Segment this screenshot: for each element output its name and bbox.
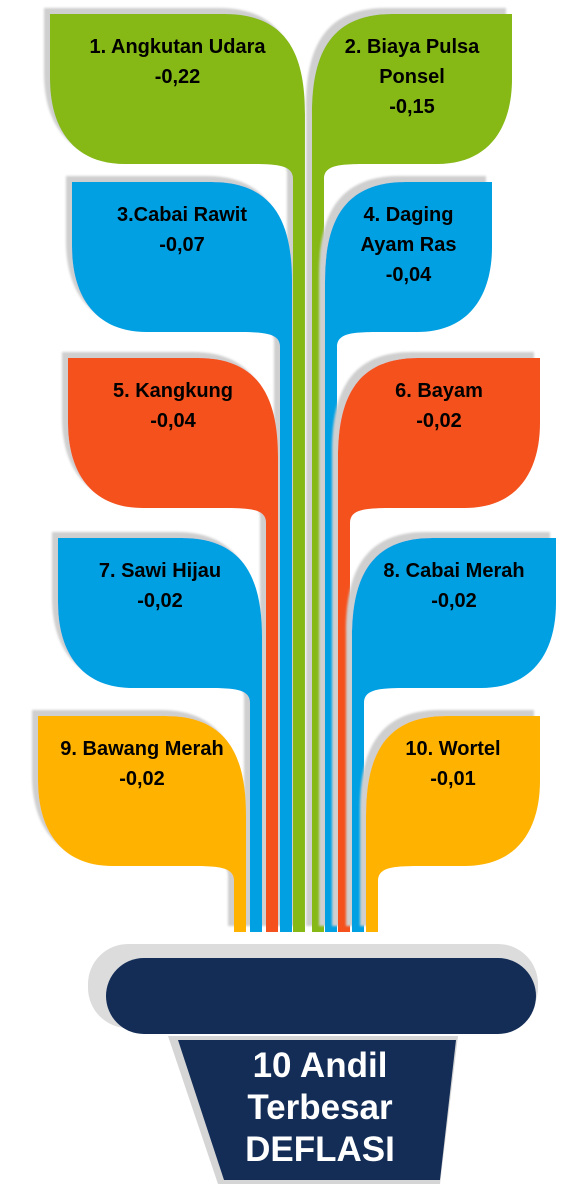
item-label: 7. Sawi Hijau <box>72 556 248 586</box>
item-label: 1. Angkutan Udara <box>64 32 291 62</box>
item-label: 9. Bawang Merah <box>52 734 232 764</box>
pot-title: 10 Andil Terbesar DEFLASI <box>215 1045 425 1171</box>
item-label: 8. Cabai Merah <box>366 556 542 586</box>
item-value: -0,01 <box>380 764 526 794</box>
item-value: -0,02 <box>72 586 248 616</box>
leaf-text: 4. Daging Ayam Ras-0,04 <box>339 200 478 290</box>
item-label: 2. Biaya Pulsa Ponsel <box>326 32 498 92</box>
leaf-text: 5. Kangkung-0,04 <box>82 376 264 436</box>
item-value: -0,07 <box>86 230 278 260</box>
item-value: -0,02 <box>52 764 232 794</box>
leaf-text: 10. Wortel-0,01 <box>380 734 526 794</box>
leaf-text: 1. Angkutan Udara-0,22 <box>64 32 291 92</box>
item-value: -0,22 <box>64 62 291 92</box>
item-label: 10. Wortel <box>380 734 526 764</box>
leaf-text: 9. Bawang Merah-0,02 <box>52 734 232 794</box>
leaf-text: 6. Bayam-0,02 <box>352 376 526 436</box>
item-label: 3.Cabai Rawit <box>86 200 278 230</box>
item-label: 5. Kangkung <box>82 376 264 406</box>
leaf-text: 8. Cabai Merah-0,02 <box>366 556 542 616</box>
item-value: -0,15 <box>326 92 498 122</box>
item-value: -0,02 <box>366 586 542 616</box>
item-value: -0,02 <box>352 406 526 436</box>
item-value: -0,04 <box>339 260 478 290</box>
item-value: -0,04 <box>82 406 264 436</box>
leaf-text: 3.Cabai Rawit-0,07 <box>86 200 278 260</box>
item-label: 6. Bayam <box>352 376 526 406</box>
pot-rim <box>106 958 536 1034</box>
page: 10 Andil Terbesar DEFLASI (() => { const… <box>0 0 566 1188</box>
leaf-text: 2. Biaya Pulsa Ponsel-0,15 <box>326 32 498 122</box>
leaf-text: 7. Sawi Hijau-0,02 <box>72 556 248 616</box>
item-label: 4. Daging Ayam Ras <box>339 200 478 260</box>
